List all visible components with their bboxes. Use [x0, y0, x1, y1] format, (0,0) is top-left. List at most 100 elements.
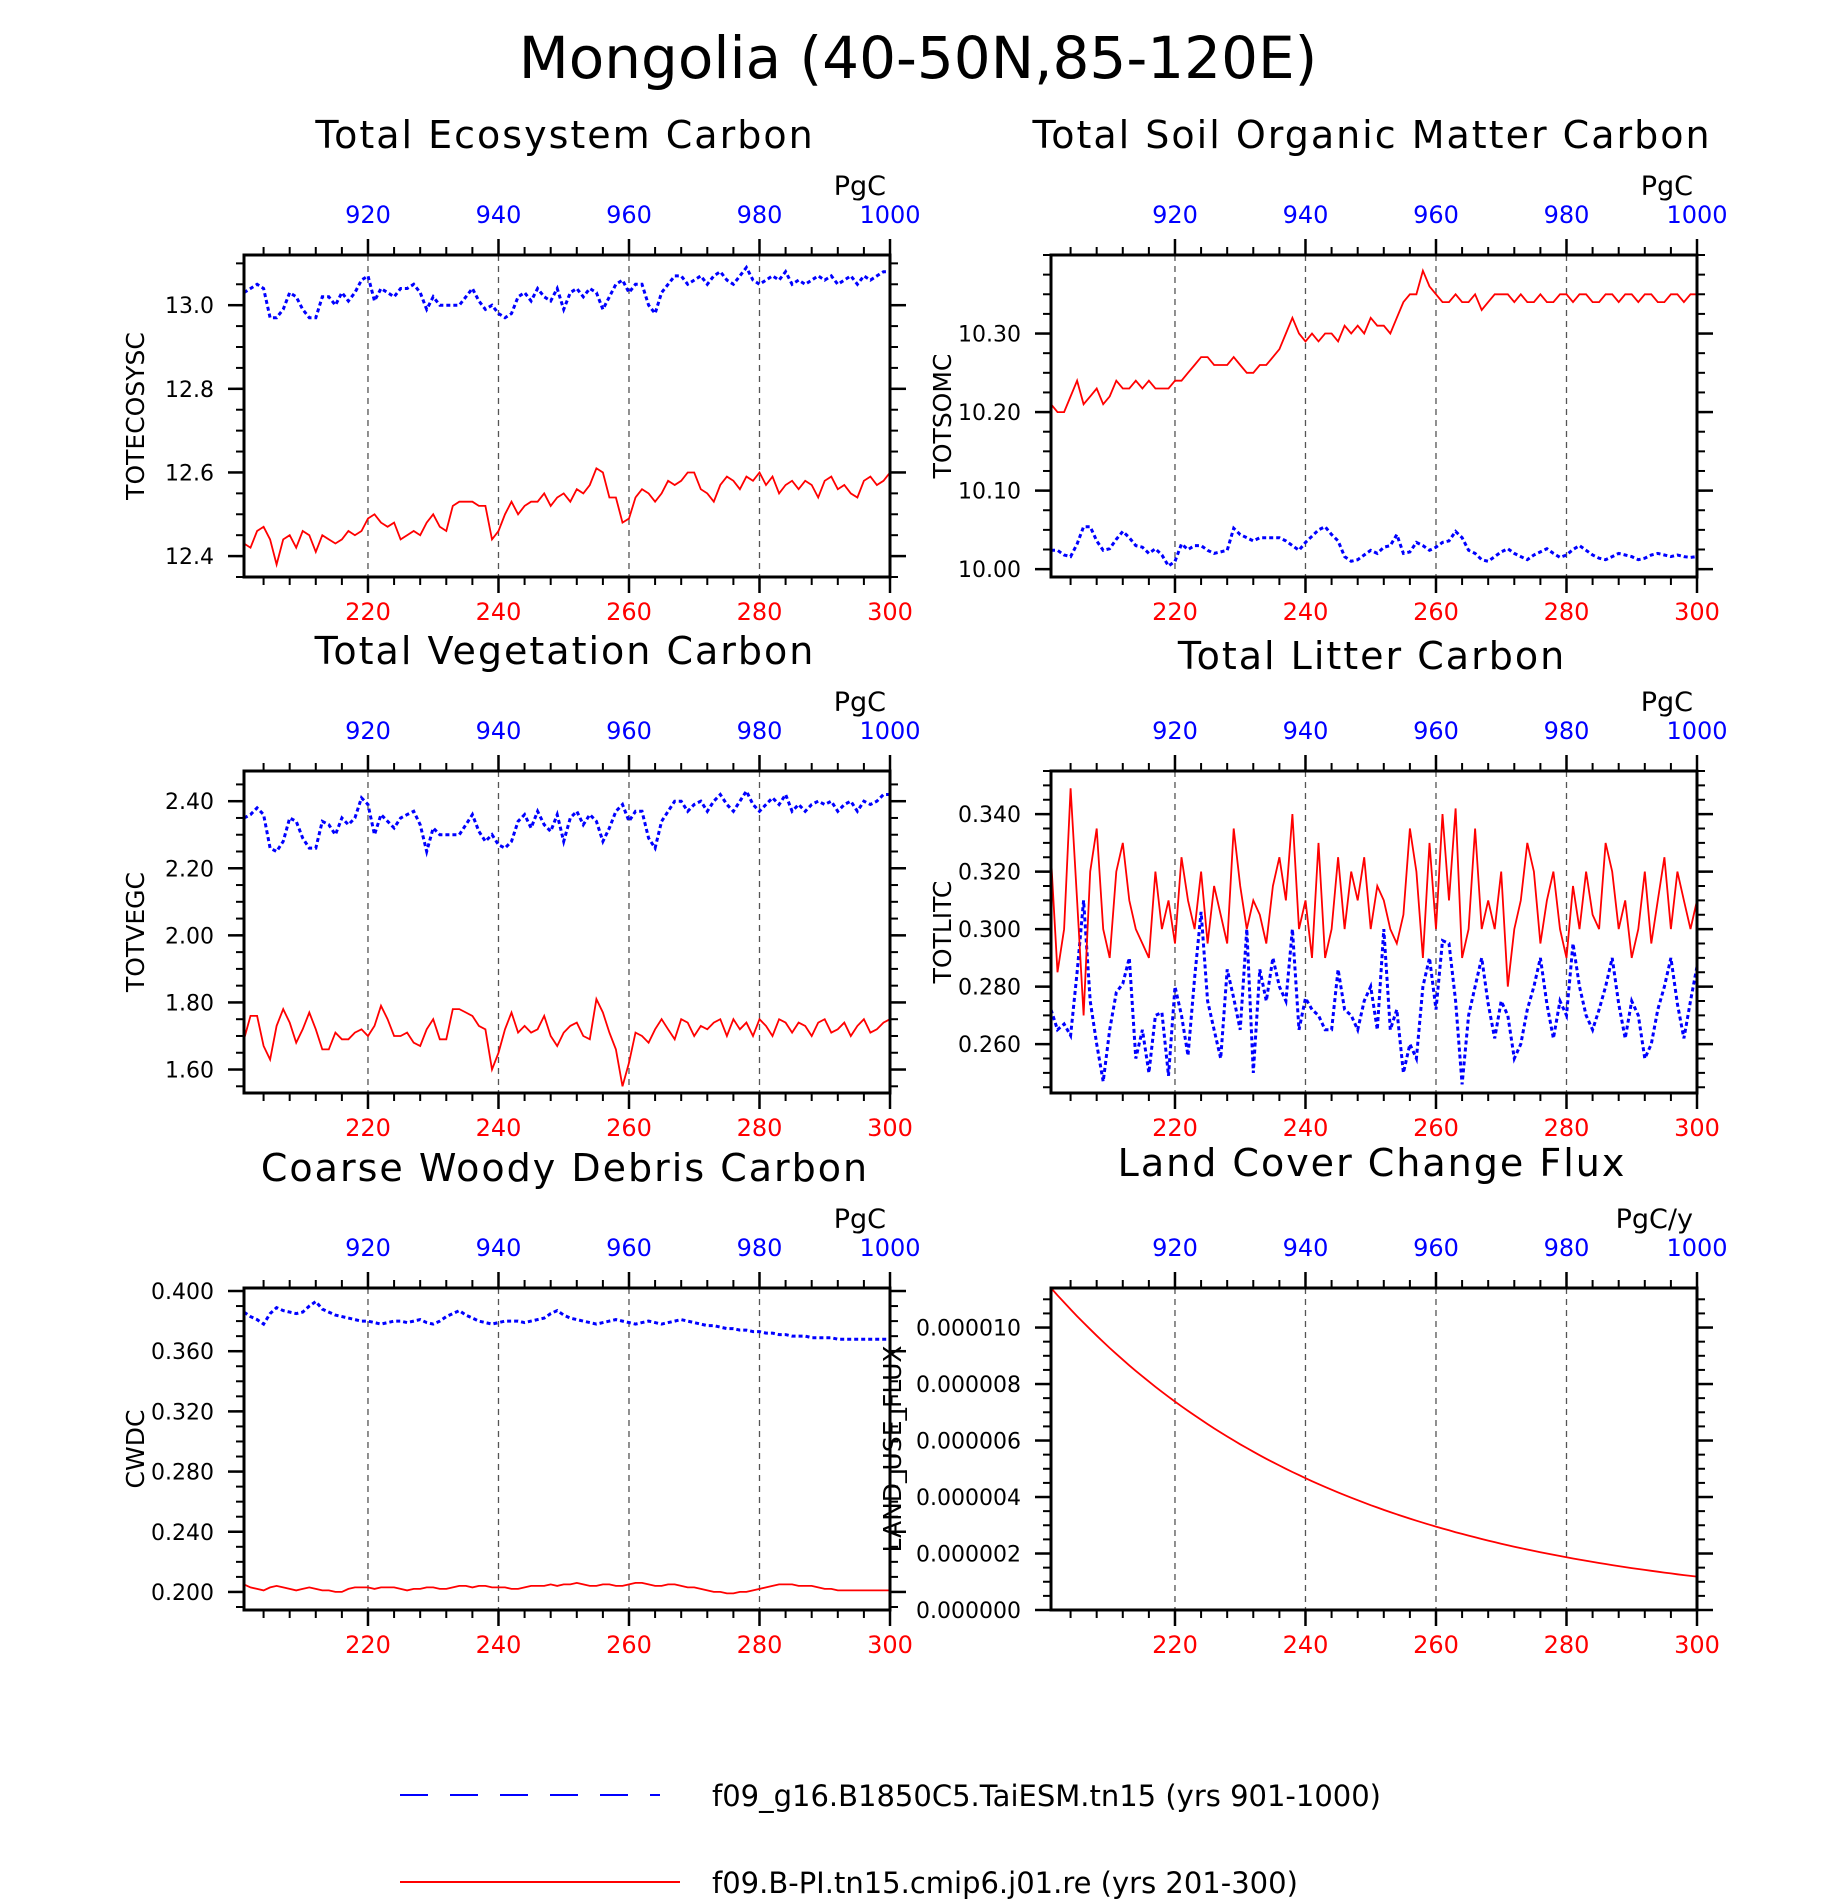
legend: f09_g16.B1850C5.TaiESM.tn15 (yrs 901-100… [400, 1779, 1381, 1900]
y-tick-label: 0.280 [958, 976, 1021, 1001]
y-axis-label: LAND_USE_FLUX [878, 1345, 907, 1552]
x-tick-label-bottom: 220 [345, 1114, 391, 1142]
x-tick-label-top: 920 [345, 201, 391, 229]
units-label: PgC/y [1616, 1204, 1693, 1235]
plot-frame [1049, 769, 1699, 1095]
x-tick-label-top: 940 [476, 1234, 522, 1262]
x-tick-label-bottom: 240 [476, 1114, 522, 1142]
x-tick-label-bottom: 280 [737, 1631, 783, 1659]
x-tick-label-bottom: 260 [1413, 1631, 1459, 1659]
series-line-taiesm [243, 788, 890, 858]
legend-label-cmip6: f09.B-PI.tn15.cmip6.j01.re (yrs 201-300) [712, 1866, 1298, 1900]
y-tick-label: 0.000002 [916, 1543, 1021, 1568]
panel-title: Total Vegetation Carbon [314, 629, 816, 673]
y-axis-label: TOTSOMC [928, 354, 957, 480]
panel-title: Land Cover Change Flux [1118, 1141, 1627, 1185]
plot-frame [242, 769, 892, 1095]
y-tick-label: 10.00 [958, 558, 1021, 583]
series-line-taiesm [1049, 900, 1699, 1085]
x-tick-label-bottom: 260 [1413, 598, 1459, 626]
y-tick-label: 10.30 [958, 323, 1021, 348]
x-tick-label-bottom: 300 [1674, 598, 1720, 626]
x-tick-label-bottom: 220 [1152, 1114, 1198, 1142]
y-tick-label: 12.4 [165, 545, 214, 570]
x-tick-label-bottom: 280 [1544, 1631, 1590, 1659]
y-tick-label: 12.6 [165, 461, 214, 486]
x-tick-label-top: 980 [1544, 717, 1590, 745]
panel-title: Total Litter Carbon [1177, 634, 1566, 678]
panel-4: Total Litter Carbon PgC 220 240 260 280 300 920… [928, 634, 1728, 1142]
y-tick-label: 0.200 [151, 1581, 214, 1606]
panel-title: Total Soil Organic Matter Carbon [1031, 113, 1711, 157]
x-tick-label-top: 980 [737, 201, 783, 229]
units-label: PgC [1641, 687, 1693, 718]
x-tick-label-bottom: 240 [476, 1631, 522, 1659]
y-tick-label: 2.20 [165, 857, 214, 882]
y-tick-label: 1.80 [165, 991, 214, 1016]
panel-5: Coarse Woody Debris Carbon PgC 220 240 260 28… [121, 1146, 921, 1659]
x-tick-label-bottom: 220 [345, 1631, 391, 1659]
y-tick-label: 0.000010 [916, 1317, 1021, 1342]
x-tick-label-top: 940 [476, 717, 522, 745]
units-label: PgC [834, 1204, 886, 1235]
x-tick-label-bottom: 280 [1544, 598, 1590, 626]
main-title: Mongolia (40-50N,85-120E) [519, 24, 1318, 92]
x-tick-label-bottom: 240 [1283, 1631, 1329, 1659]
x-tick-label-bottom: 280 [737, 1114, 783, 1142]
x-tick-label-top: 960 [1413, 201, 1459, 229]
y-tick-label: 0.280 [151, 1461, 214, 1486]
panel-title: Coarse Woody Debris Carbon [261, 1146, 869, 1190]
x-tick-label-bottom: 300 [1674, 1114, 1720, 1142]
series-line-cmip6 [1050, 267, 1697, 414]
legend-label-taiesm: f09_g16.B1850C5.TaiESM.tn15 (yrs 901-100… [712, 1779, 1381, 1813]
panel-1: Total Ecosystem Carbon PgC 220 240 260 280 300… [121, 113, 921, 626]
x-tick-label-top: 960 [606, 1234, 652, 1262]
y-tick-label: 0.000004 [916, 1486, 1021, 1511]
panel-title: Total Ecosystem Carbon [314, 113, 814, 157]
x-tick-label-bottom: 260 [606, 1631, 652, 1659]
y-tick-label: 0.260 [958, 1033, 1021, 1058]
y-tick-label: 10.20 [958, 401, 1021, 426]
units-label: PgC [834, 171, 886, 202]
x-tick-label-top: 960 [606, 201, 652, 229]
x-tick-label-top: 1000 [859, 717, 920, 745]
x-tick-label-top: 920 [345, 1234, 391, 1262]
y-axis-label: TOTLITC [928, 881, 957, 985]
x-tick-label-top: 980 [1544, 1234, 1590, 1262]
y-tick-label: 0.000008 [916, 1373, 1021, 1398]
x-tick-label-top: 940 [1283, 717, 1329, 745]
y-tick-label: 0.320 [151, 1400, 214, 1425]
x-tick-label-top: 1000 [859, 1234, 920, 1262]
x-tick-label-bottom: 220 [1152, 598, 1198, 626]
y-tick-label: 0.240 [151, 1521, 214, 1546]
x-tick-label-bottom: 280 [737, 598, 783, 626]
series-line-cmip6 [1050, 1287, 1698, 1578]
x-tick-label-top: 1000 [859, 201, 920, 229]
y-tick-label: 1.60 [165, 1059, 214, 1084]
y-axis-label: CWDC [121, 1410, 150, 1489]
y-axis-label: TOTVEGC [121, 872, 150, 993]
x-tick-label-top: 980 [1544, 201, 1590, 229]
x-tick-label-top: 980 [737, 1234, 783, 1262]
units-label: PgC [1641, 171, 1693, 202]
y-tick-label: 13.0 [165, 294, 214, 319]
series-line-cmip6 [243, 1581, 890, 1595]
panel-6: Land Cover Change Flux PgC/y 220 240 260 280 3… [878, 1141, 1728, 1659]
series-line-taiesm [243, 264, 890, 320]
y-tick-label: 0.360 [151, 1340, 214, 1365]
x-tick-label-top: 960 [1413, 1234, 1459, 1262]
x-tick-label-bottom: 260 [606, 598, 652, 626]
y-axis-label: TOTECOSYSC [121, 332, 150, 501]
y-tick-label: 0.000000 [916, 1599, 1021, 1624]
x-tick-label-bottom: 240 [1283, 598, 1329, 626]
x-tick-label-top: 960 [606, 717, 652, 745]
x-tick-label-top: 940 [476, 201, 522, 229]
x-tick-label-bottom: 300 [867, 1631, 913, 1659]
x-tick-label-top: 1000 [1666, 1234, 1727, 1262]
y-tick-label: 2.00 [165, 924, 214, 949]
panel-3: Total Vegetation Carbon PgC 220 240 260 280 30… [121, 629, 921, 1142]
series-line-cmip6 [1050, 788, 1698, 1016]
y-tick-label: 0.400 [151, 1280, 214, 1305]
y-tick-label: 0.300 [958, 918, 1021, 943]
